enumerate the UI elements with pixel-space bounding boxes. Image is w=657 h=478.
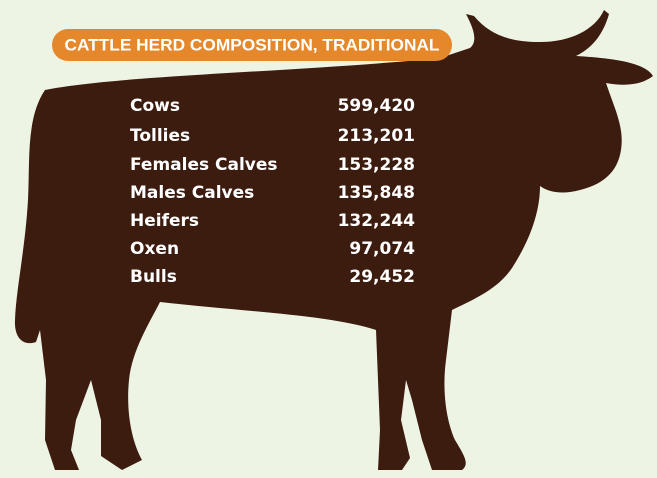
row-value: 153,228	[338, 155, 415, 175]
infographic: CATTLE HERD COMPOSITION, TRADITIONAL Cow…	[0, 0, 657, 478]
row-label: Bulls	[130, 267, 177, 287]
row-label: Females Calves	[130, 155, 278, 175]
row-label: Heifers	[130, 211, 199, 231]
row-label: Cows	[130, 96, 180, 116]
row-value: 135,848	[338, 183, 415, 203]
row-label: Oxen	[130, 239, 179, 259]
row-value: 213,201	[338, 126, 415, 146]
title: CATTLE HERD COMPOSITION, TRADITIONAL	[65, 35, 440, 54]
row-label: Tollies	[130, 126, 190, 146]
page: CATTLE HERD COMPOSITION, TRADITIONAL Cow…	[0, 0, 657, 478]
row-value: 132,244	[338, 211, 416, 231]
row-label: Males Calves	[130, 183, 254, 203]
row-value: 97,074	[349, 239, 415, 259]
row-value: 29,452	[349, 267, 415, 287]
row-value: 599,420	[338, 96, 416, 116]
